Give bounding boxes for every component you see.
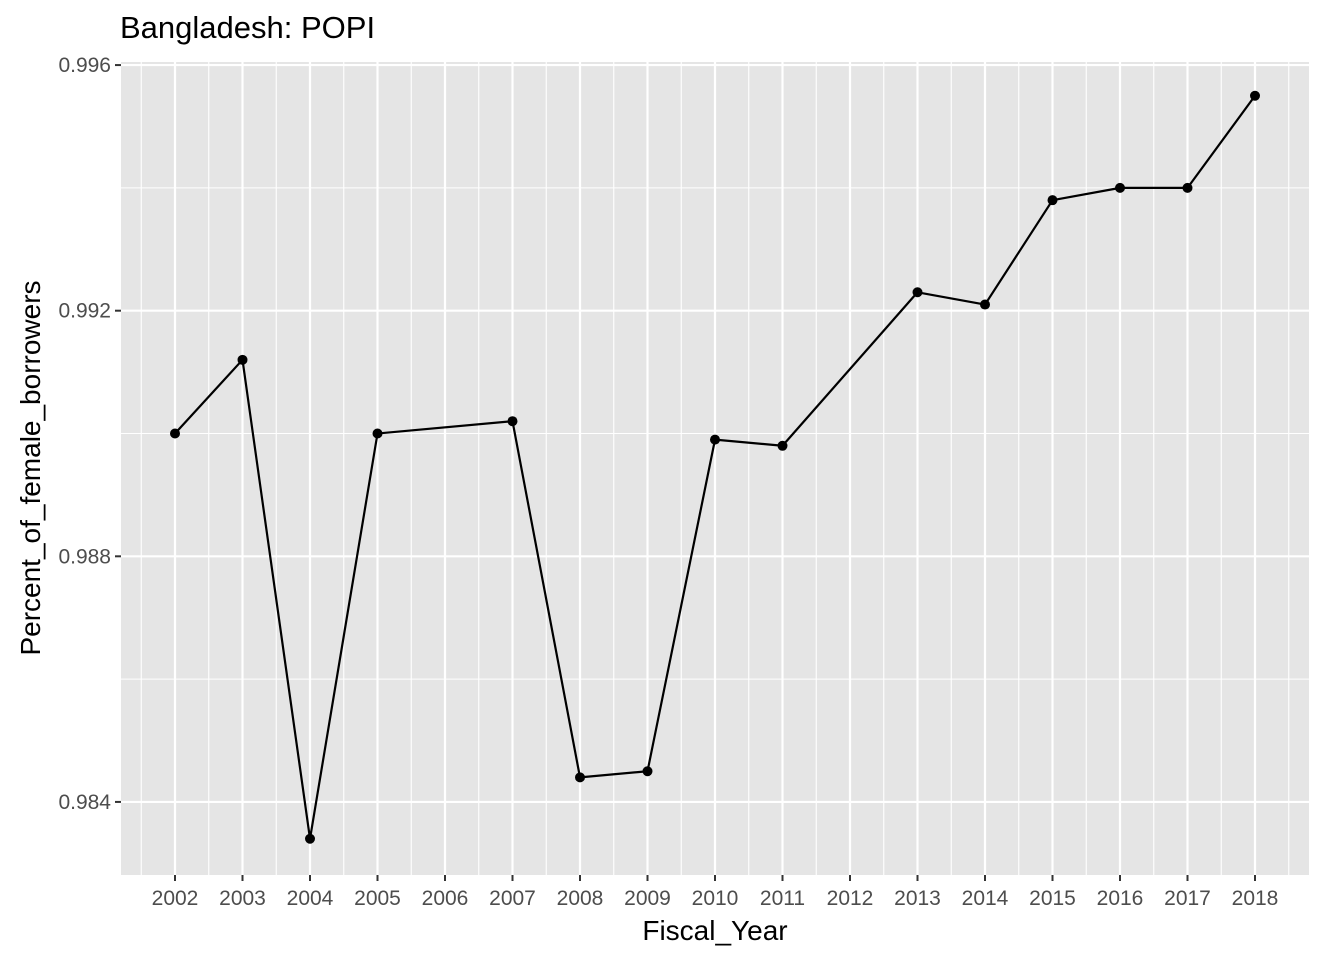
data-point [170,428,180,439]
data-point [1182,182,1193,193]
y-tick-label: 0.988 [58,545,111,568]
x-tick-label: 2009 [624,887,671,910]
x-tick-label: 2002 [152,887,199,910]
x-tick-label: 2016 [1097,887,1144,910]
x-tick-label: 2006 [422,887,469,910]
data-point [372,428,383,439]
data-point [980,299,990,310]
x-tick-label: 2008 [557,887,604,910]
data-point [710,434,720,445]
y-axis: 0.984 0.988 0.992 0.996 [58,54,121,814]
major-gridlines [121,62,1309,875]
x-tick-label: 2003 [219,887,266,910]
x-axis: 2002 2003 2004 2005 2006 2007 2008 2009 2010 2011… [152,875,1279,910]
data-point [237,354,248,365]
data-point [1250,90,1260,101]
data-point [575,772,585,783]
x-tick-label: 2011 [760,887,805,910]
x-tick-label: 2005 [354,887,401,910]
data-point [1115,182,1125,193]
data-point [507,416,518,427]
data-point [777,440,788,451]
data-point [1047,195,1058,206]
x-tick-label: 2012 [827,887,874,910]
x-tick-label: 2017 [1164,887,1211,910]
x-tick-label: 2018 [1232,887,1279,910]
data-marks [170,90,1260,844]
y-tick-label: 0.996 [58,54,111,77]
x-tick-label: 2007 [489,887,536,910]
data-point [642,766,653,777]
y-axis-label: Percent_of_female_borrowers [15,280,46,655]
minor-gridlines [121,62,1309,875]
chart-title: Bangladesh: POPI [120,10,375,45]
x-tick-label: 2010 [692,887,739,910]
x-tick-label: 2014 [962,887,1009,910]
y-tick-label: 0.992 [58,300,111,323]
x-tick-label: 2013 [894,887,941,910]
data-point [912,287,923,298]
x-tick-label: 2004 [287,887,334,910]
x-tick-label: 2015 [1029,887,1076,910]
data-point [305,833,315,844]
y-tick-label: 0.984 [58,791,111,814]
x-axis-label: Fiscal_Year [642,915,787,946]
